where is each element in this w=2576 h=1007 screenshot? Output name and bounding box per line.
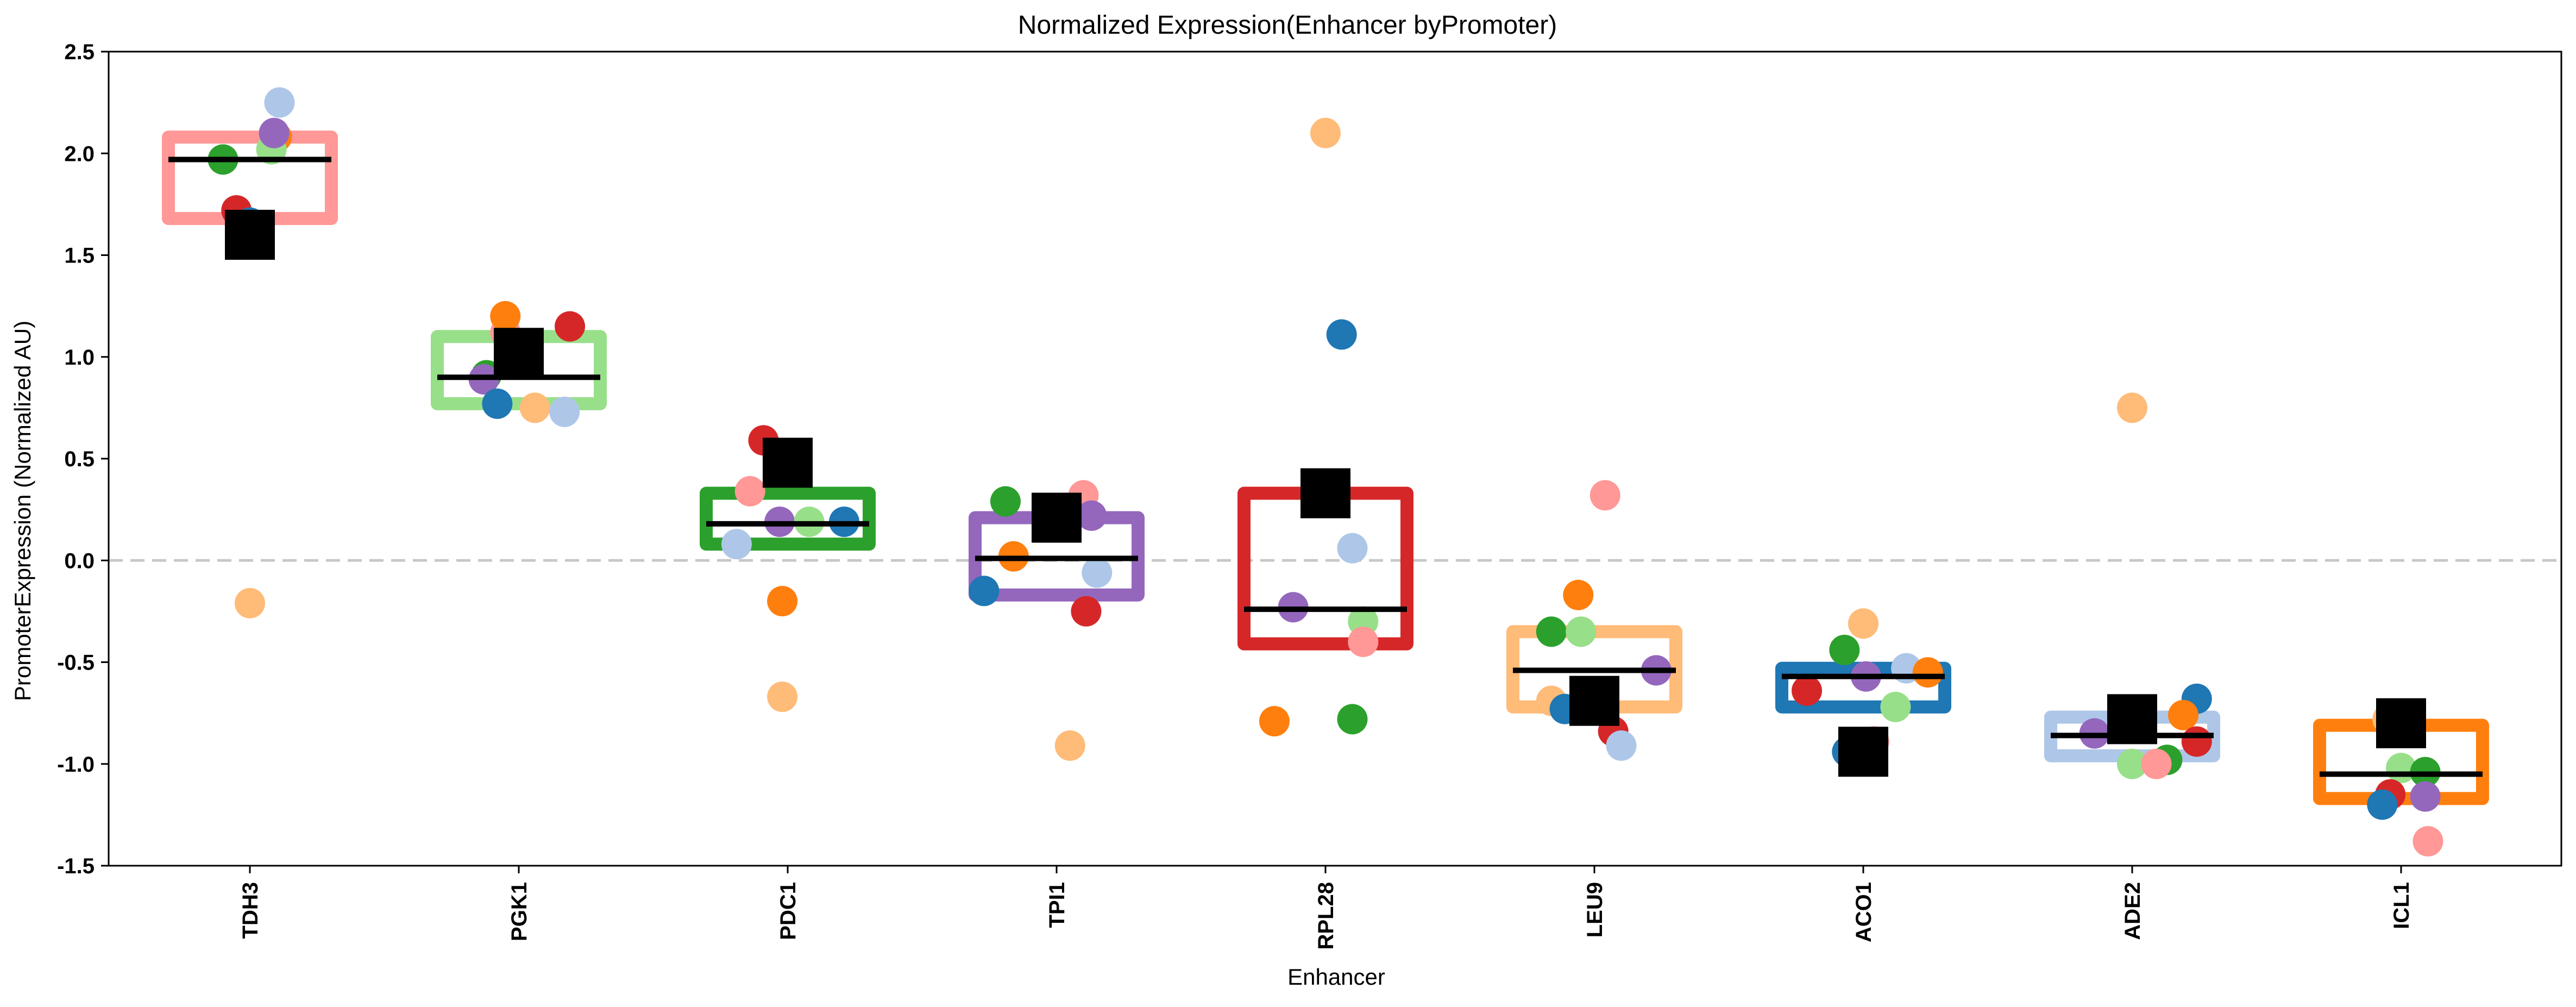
- x-tick-label: TPI1: [1045, 882, 1069, 928]
- data-point: [1912, 657, 1943, 688]
- mean-marker-tdh3: [225, 210, 275, 260]
- data-point: [1829, 635, 1860, 666]
- x-tick-label: PGK1: [507, 882, 531, 941]
- data-point: [2117, 392, 2147, 423]
- data-point: [2181, 726, 2212, 757]
- x-tick-label: LEU9: [1583, 882, 1607, 937]
- axis-ticks: 2.5 2.0 1.5 1.0 0.5 0.0 -0.5 -1.0 -1.5 TDH3 PGK1 PD…: [57, 40, 2414, 950]
- data-point: [990, 486, 1021, 517]
- chart-title: Normalized Expression(Enhancer byPromote…: [1018, 11, 1557, 40]
- data-point: [1566, 616, 1597, 647]
- mean-marker-leu9: [1569, 675, 1619, 726]
- data-point: [519, 392, 550, 423]
- data-point: [1071, 596, 1102, 627]
- data-point: [490, 301, 521, 332]
- data-point: [1310, 117, 1341, 148]
- data-point: [969, 576, 1000, 606]
- x-tick-label: RPL28: [1314, 882, 1338, 950]
- y-tick-label: -0.5: [57, 651, 95, 675]
- plot-area: [109, 87, 2561, 857]
- data-point: [555, 311, 586, 342]
- y-tick-label: -1.5: [57, 854, 95, 878]
- data-point: [1848, 608, 1878, 639]
- data-point: [1536, 616, 1567, 647]
- data-point: [1076, 500, 1107, 531]
- y-tick-label: 1.0: [64, 346, 95, 370]
- data-point: [1337, 533, 1368, 564]
- y-axis-label: PromoterExpression (Normalized AU): [10, 321, 35, 701]
- mean-marker-aco1: [1838, 727, 1888, 777]
- y-tick-label: 0.0: [64, 549, 95, 573]
- mean-marker-rpl28: [1300, 468, 1350, 518]
- x-tick-label: ACO1: [1852, 882, 1876, 942]
- data-point: [767, 586, 798, 617]
- data-point: [1054, 730, 1085, 761]
- data-point: [2410, 781, 2441, 812]
- box-pdc1: [700, 486, 876, 551]
- x-tick-label: TDH3: [238, 882, 262, 939]
- data-point: [1259, 706, 1290, 737]
- mean-marker-pdc1: [763, 437, 813, 488]
- data-point: [235, 587, 265, 618]
- mean-marker-pgk1: [494, 328, 544, 378]
- y-tick-label: 1.5: [64, 244, 95, 268]
- data-point: [482, 388, 513, 419]
- x-tick-label: ICL1: [2390, 882, 2414, 929]
- data-point: [1337, 704, 1368, 735]
- mean-marker-tpi1: [1032, 492, 1082, 543]
- data-point: [2117, 748, 2147, 779]
- x-axis-label: Enhancer: [1287, 964, 1385, 990]
- data-point: [1792, 675, 1823, 706]
- y-tick-label: -1.0: [57, 753, 95, 777]
- data-point: [264, 87, 295, 118]
- data-point: [734, 476, 765, 506]
- data-point: [1589, 480, 1620, 511]
- data-point: [1606, 730, 1637, 761]
- data-point: [1348, 627, 1379, 658]
- data-point: [2367, 789, 2398, 820]
- data-point: [1082, 557, 1113, 588]
- x-tick-label: ADE2: [2121, 882, 2145, 940]
- y-tick-label: 0.5: [64, 447, 95, 471]
- mean-marker-ade2: [2107, 694, 2157, 745]
- data-point: [2412, 826, 2443, 857]
- data-point: [1563, 579, 1594, 610]
- x-tick-label: PDC1: [776, 882, 800, 940]
- y-tick-label: 2.0: [64, 142, 95, 166]
- y-tick-label: 2.5: [64, 40, 95, 64]
- data-point: [259, 117, 290, 148]
- data-point: [2141, 748, 2172, 779]
- data-point: [721, 529, 752, 560]
- data-point: [2168, 699, 2199, 730]
- data-point: [767, 681, 798, 712]
- data-point: [1880, 691, 1911, 722]
- data-point: [549, 396, 580, 427]
- mean-marker-icl1: [2376, 698, 2426, 748]
- plot-frame: [108, 51, 2562, 867]
- data-point: [1326, 319, 1357, 350]
